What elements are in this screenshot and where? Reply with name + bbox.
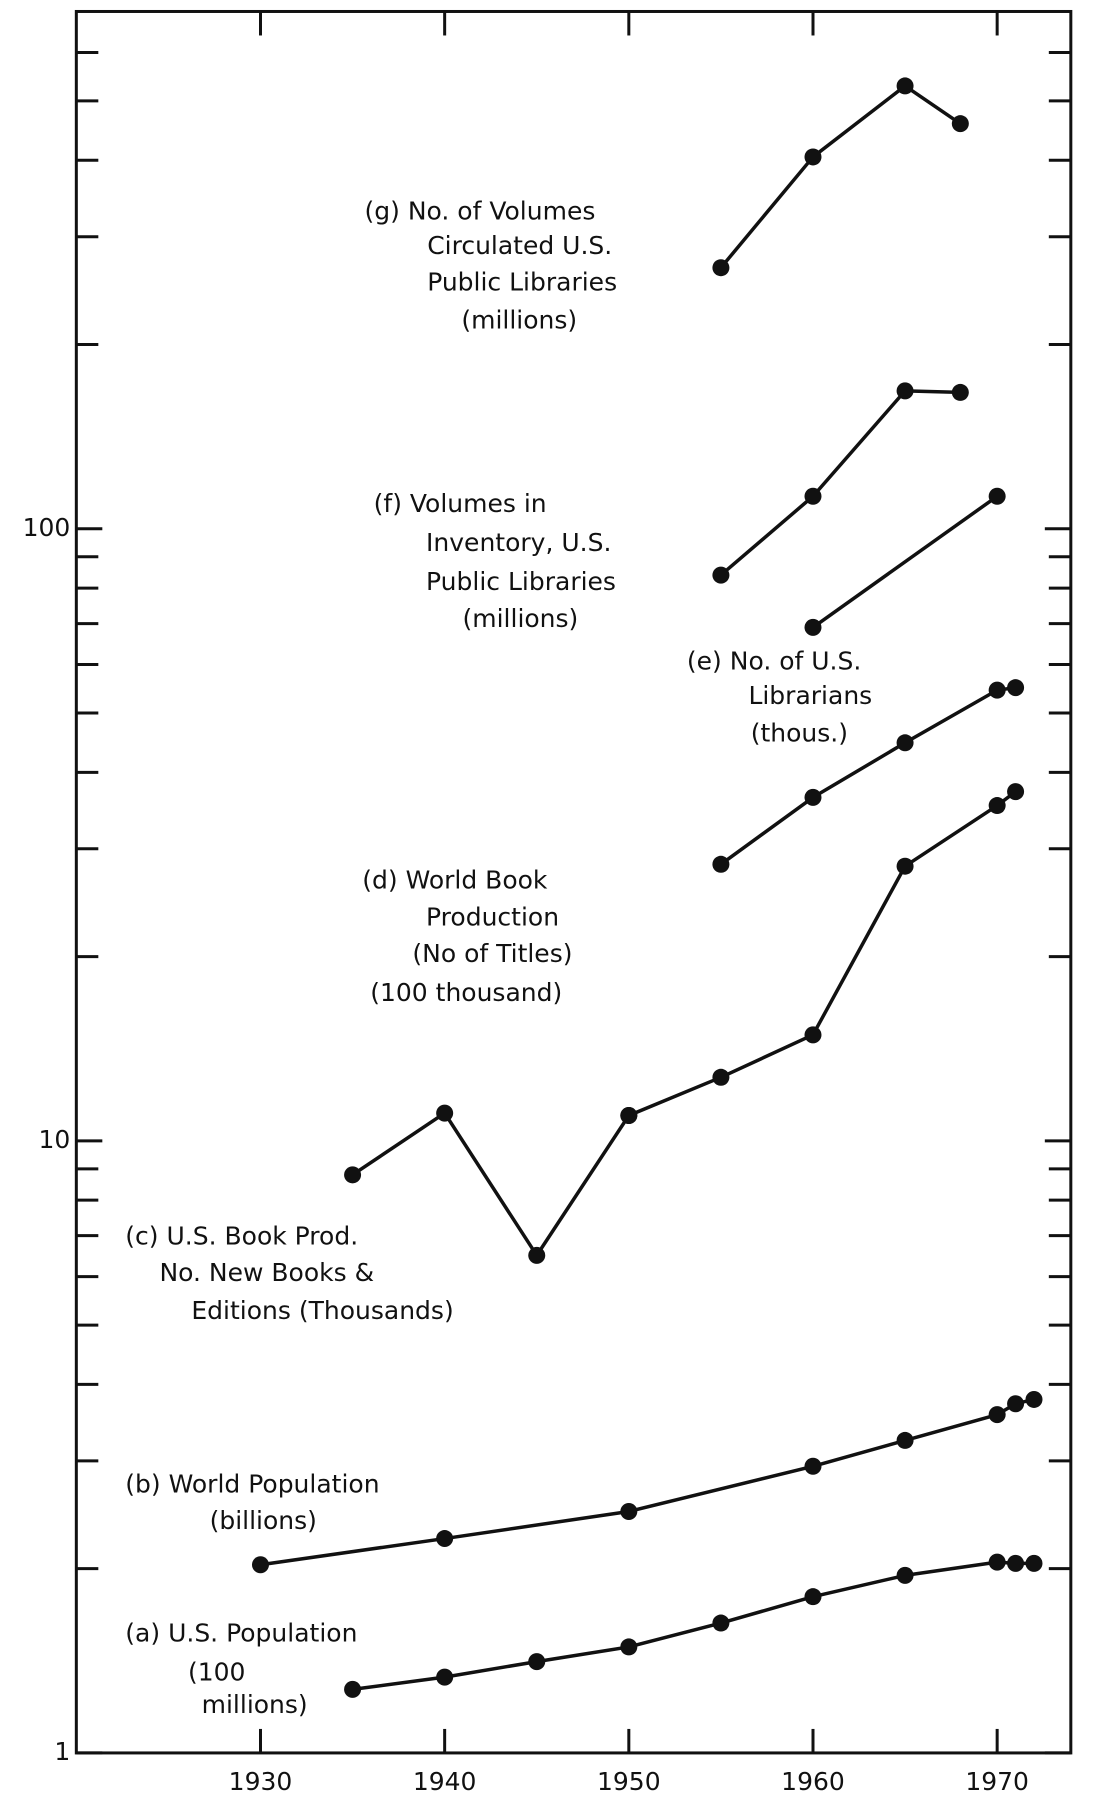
series-label: Public Libraries: [426, 567, 616, 596]
plot-frame: [74, 9, 1073, 1755]
data-point: [896, 1431, 914, 1449]
series-line: [628, 790, 1017, 1118]
data-point: [528, 1653, 546, 1671]
x-tick-label: 1960: [781, 1767, 845, 1796]
series-label: (millions): [461, 305, 577, 334]
data-point: [988, 487, 1006, 505]
data-point: [1007, 1554, 1025, 1572]
series-line: [352, 1560, 1034, 1692]
data-point: [1007, 1395, 1025, 1413]
x-tick-label: 1940: [413, 1767, 477, 1796]
series-label: (d) World Book: [362, 866, 548, 895]
data-point: [804, 1588, 822, 1606]
data-point: [804, 148, 822, 166]
data-point: [528, 1246, 546, 1264]
series-label: Public Libraries: [427, 268, 617, 297]
data-point: [896, 77, 914, 95]
data-point: [988, 1406, 1006, 1424]
series-label: (No of Titles): [412, 939, 572, 968]
series-label: (millions): [463, 604, 579, 633]
data-point: [1025, 1554, 1043, 1572]
data-point: [712, 1068, 730, 1086]
x-tick-label: 1930: [229, 1767, 293, 1796]
data-point: [1007, 679, 1025, 697]
series-line: [719, 389, 961, 577]
series-label: (100: [188, 1658, 245, 1687]
data-point: [620, 1638, 638, 1656]
data-point: [251, 1556, 269, 1574]
series-label: (c) U.S. Book Prod.: [125, 1222, 358, 1251]
data-point: [951, 383, 969, 401]
data-point: [620, 1107, 638, 1125]
series-label: (thous.): [751, 719, 848, 748]
data-point: [804, 1026, 822, 1044]
data-point: [712, 259, 730, 277]
series-label: (100 thousand): [370, 978, 562, 1007]
data-point: [896, 1566, 914, 1584]
series-label: Production: [426, 902, 559, 931]
data-point: [712, 855, 730, 873]
data-point: [436, 1530, 454, 1548]
series-line: [351, 1111, 631, 1258]
series-label: (g) No. of Volumes: [365, 196, 596, 225]
data-point: [804, 487, 822, 505]
data-point: [436, 1668, 454, 1686]
data-point: [804, 618, 822, 636]
data-point: [712, 566, 730, 584]
series-label: No. New Books &: [159, 1258, 374, 1287]
y-tick-label: 1: [54, 1737, 70, 1766]
data-point: [804, 788, 822, 806]
data-point: [951, 115, 969, 133]
y-tick-label: 100: [23, 513, 71, 542]
data-point: [1007, 783, 1025, 801]
series-label: (a) U.S. Population: [125, 1619, 357, 1648]
series-label: Inventory, U.S.: [426, 528, 611, 557]
data-point: [804, 1457, 822, 1475]
series-label: (billions): [210, 1506, 317, 1535]
data-point: [988, 1553, 1006, 1571]
series-label: Editions (Thousands): [191, 1296, 453, 1325]
series-line: [811, 494, 999, 629]
data-point: [1025, 1390, 1043, 1408]
series-label: millions): [202, 1690, 308, 1719]
series-label: (f) Volumes in: [374, 489, 547, 518]
data-point: [436, 1104, 454, 1122]
series-line: [719, 685, 1016, 866]
data-point: [896, 734, 914, 752]
series-label: (e) No. of U.S.: [687, 646, 861, 675]
data-point: [344, 1680, 362, 1698]
data-point: [988, 681, 1006, 699]
series-label: Librarians: [748, 681, 872, 710]
data-point: [620, 1502, 638, 1520]
data-point: [712, 1614, 730, 1632]
y-tick-label: 10: [39, 1125, 71, 1154]
series-label: Circulated U.S.: [427, 231, 612, 260]
data-point: [896, 857, 914, 875]
series-label: (b) World Population: [125, 1469, 379, 1498]
series-line: [719, 84, 962, 269]
data-point: [896, 382, 914, 400]
data-point: [344, 1166, 362, 1184]
x-tick-label: 1970: [965, 1767, 1029, 1796]
data-point: [988, 797, 1006, 815]
x-tick-label: 1950: [597, 1767, 661, 1796]
